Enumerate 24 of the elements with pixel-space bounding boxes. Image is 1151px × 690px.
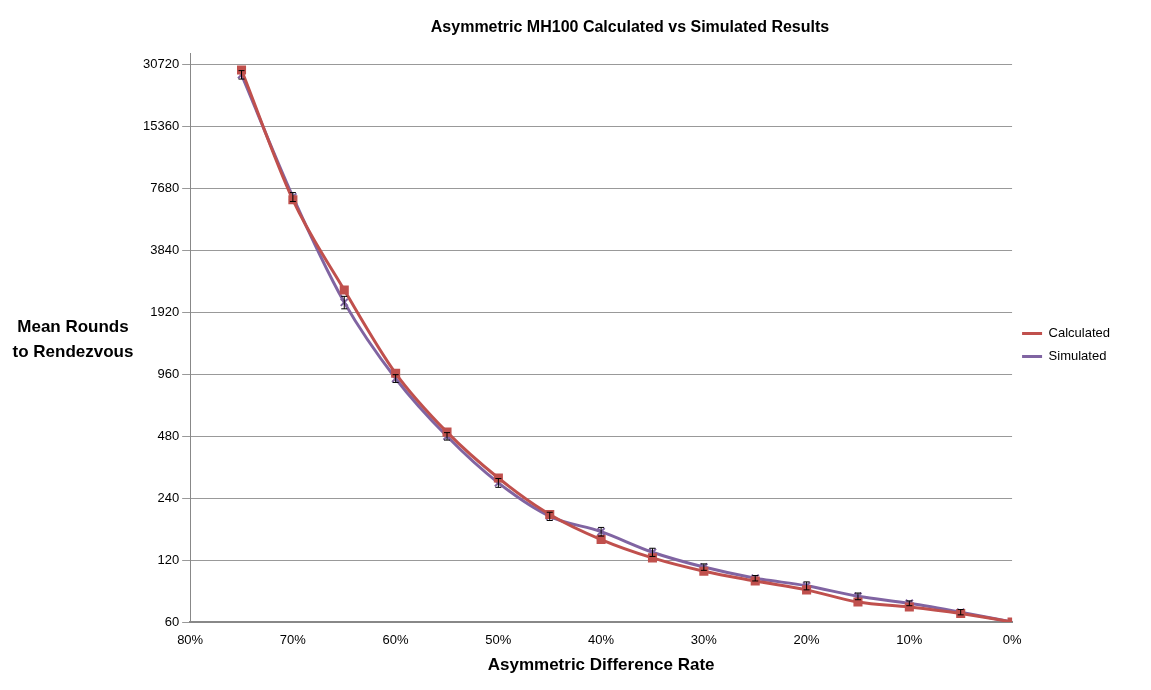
x-tick-label: 60% xyxy=(382,632,410,648)
chart-title: Asymmetric MH100 Calculated vs Simulated Results xyxy=(430,18,830,36)
y-tick-label: 30720 xyxy=(142,56,180,72)
y-tick-label: 480 xyxy=(157,427,180,443)
y-tick-label: 7680 xyxy=(150,180,180,196)
y-tick-label: 60 xyxy=(164,613,180,629)
y-tick-label: 1920 xyxy=(150,304,180,320)
y-tick-label: 960 xyxy=(157,365,180,381)
x-tick-label: 30% xyxy=(690,632,718,648)
y-tick-label: 240 xyxy=(157,489,180,505)
x-tick-label: 10% xyxy=(896,632,923,648)
x-tick-label: 70% xyxy=(279,632,307,648)
x-tick-label: 80% xyxy=(177,632,204,648)
y-axis-title: Mean Rounds to Rendezvous xyxy=(11,316,135,363)
x-tick-label: 40% xyxy=(588,632,615,648)
legend-label: Simulated xyxy=(1048,348,1107,364)
x-tick-label: 50% xyxy=(485,632,512,648)
y-tick-label: 3840 xyxy=(150,242,180,258)
x-tick-label: 20% xyxy=(793,632,821,648)
y-tick-label: 15360 xyxy=(142,118,180,134)
legend-label: Calculated xyxy=(1048,325,1111,341)
x-tick-label: 0% xyxy=(1002,632,1022,648)
x-axis-title: Asymmetric Difference Rate xyxy=(487,655,715,675)
y-tick-label: 120 xyxy=(157,551,180,567)
